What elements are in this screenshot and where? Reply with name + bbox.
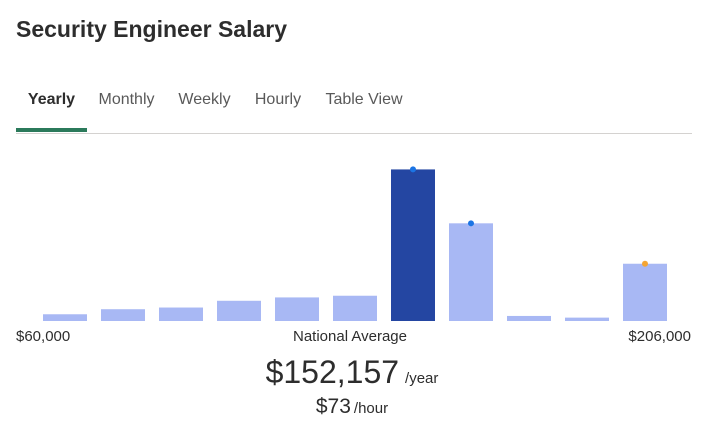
salary-period-tabs: Yearly Monthly Weekly Hourly Table View: [16, 78, 692, 134]
histogram-marker-0: [410, 166, 416, 173]
histogram-bar-7: [449, 223, 493, 321]
average-salary: $152,157/year: [0, 354, 704, 391]
average-salary-value: $152,157: [265, 354, 400, 390]
histogram-bar-1: [101, 309, 145, 321]
histogram-bar-6: [391, 169, 435, 321]
tab-monthly[interactable]: Monthly: [98, 91, 155, 108]
histogram-marker-1: [468, 220, 474, 227]
histogram-bar-8: [507, 315, 551, 321]
axis-min-label: $60,000: [16, 328, 71, 345]
axis-mid-label: National Average: [293, 328, 407, 345]
hourly-salary-unit: /hour: [353, 400, 389, 417]
tab-table-view[interactable]: Table View: [325, 91, 403, 108]
histogram-bar-3: [217, 300, 261, 321]
page-title: Security Engineer Salary: [16, 16, 288, 42]
tab-weekly[interactable]: Weekly: [178, 91, 231, 108]
tab-hourly[interactable]: Hourly: [254, 91, 302, 108]
hourly-salary: $73/hour: [0, 395, 704, 419]
histogram-bar-0: [43, 314, 87, 321]
histogram-bar-4: [275, 297, 319, 321]
histogram-bar-2: [159, 307, 203, 321]
hourly-salary-value: $73: [315, 395, 351, 418]
salary-histogram: [43, 166, 667, 321]
histogram-bar-9: [565, 317, 609, 321]
average-salary-unit: /year: [405, 370, 439, 387]
histogram-marker-2: [642, 260, 648, 267]
axis-max-label: $206,000: [628, 328, 691, 345]
histogram-bar-10: [623, 263, 667, 321]
tab-yearly[interactable]: Yearly: [16, 78, 87, 132]
histogram-bar-5: [333, 295, 377, 321]
